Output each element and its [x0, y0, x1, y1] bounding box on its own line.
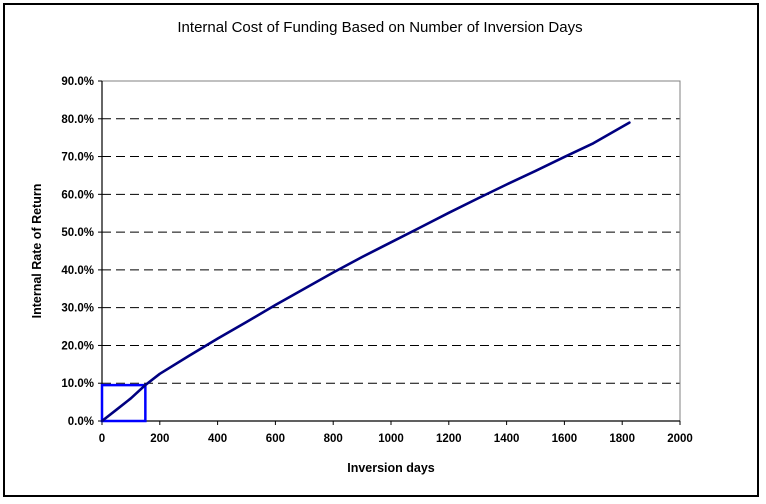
- x-tick-label: 1200: [436, 433, 462, 445]
- x-tick-label: 1000: [378, 433, 404, 445]
- y-tick-labels: 0.0% 10.0% 20.0% 30.0% 40.0% 50.0% 60.0% 70.0% 8…: [61, 76, 94, 428]
- y-tick-label: 70.0%: [61, 152, 94, 164]
- highlight-box: [100, 383, 147, 423]
- y-tick-label: 60.0%: [61, 189, 94, 201]
- x-tick-label: 1800: [609, 433, 635, 445]
- y-tick-label: 80.0%: [61, 114, 94, 126]
- x-tick-label: 600: [266, 433, 285, 445]
- y-axis-label: Internal Rate of Return: [30, 184, 44, 319]
- series-marks: [100, 121, 631, 423]
- x-tick-label: 0: [99, 433, 105, 445]
- series-line: [100, 121, 631, 423]
- y-tick-label: 40.0%: [61, 265, 94, 277]
- x-tick-labels: 0 200 400 600 800 1000 1200 1400 1600 1800 2000: [99, 433, 693, 445]
- y-tick-label: 50.0%: [61, 227, 94, 239]
- y-tick-label: 30.0%: [61, 303, 94, 315]
- y-tick-label: 90.0%: [61, 76, 94, 88]
- y-tick-label: 20.0%: [61, 340, 94, 352]
- x-tick-label: 2000: [667, 433, 693, 445]
- x-tick-label: 1400: [494, 433, 520, 445]
- x-tick-label: 1600: [552, 433, 578, 445]
- gridlines: [102, 118, 680, 384]
- plot-area: [101, 80, 681, 422]
- x-tick-label: 200: [150, 433, 169, 445]
- x-axis-label: Inversion days: [347, 461, 435, 475]
- chart-title: Internal Cost of Funding Based on Number…: [177, 19, 583, 36]
- y-tick-label: 0.0%: [68, 416, 94, 428]
- x-tick-label: 400: [208, 433, 227, 445]
- x-tick-label: 800: [324, 433, 343, 445]
- y-tick-label: 10.0%: [61, 378, 94, 390]
- axes: [98, 80, 681, 425]
- chart-frame: [3, 3, 759, 497]
